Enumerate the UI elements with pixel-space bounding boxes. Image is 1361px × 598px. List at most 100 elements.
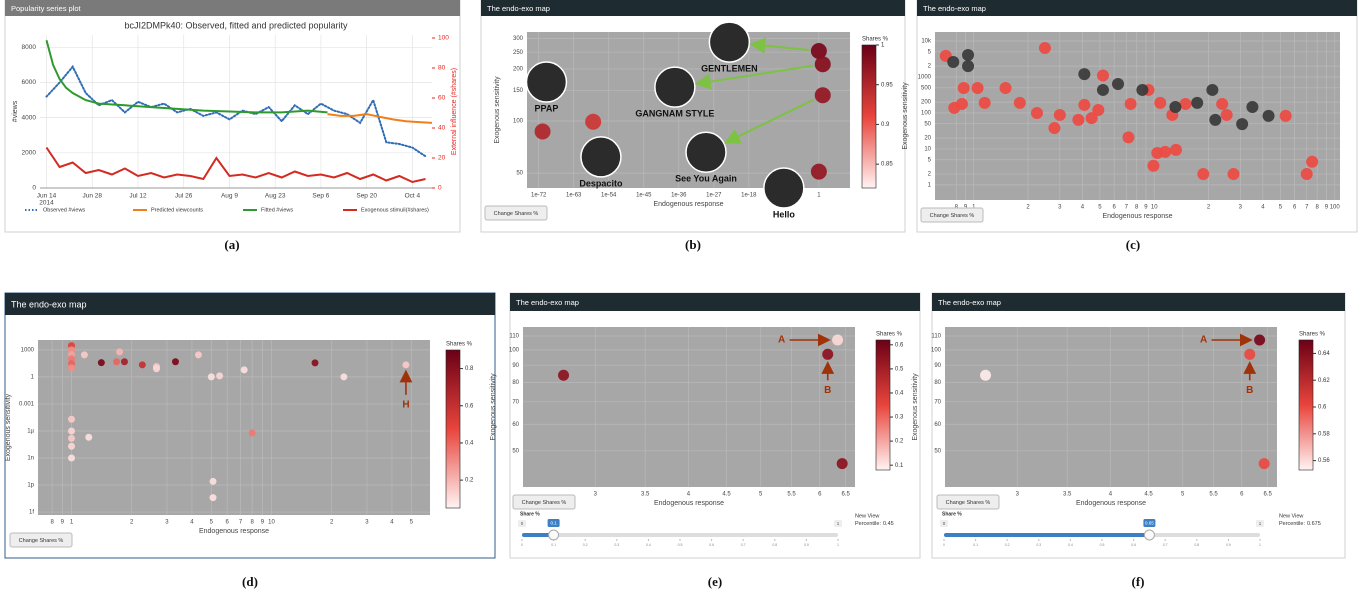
x-tick-label: Sep 6	[312, 193, 329, 200]
series-line	[45, 64, 427, 158]
slider-track	[522, 533, 838, 537]
point	[1085, 112, 1098, 125]
percentile-title: New View	[855, 513, 879, 519]
y-tick-label: 8000	[22, 44, 37, 51]
point	[810, 42, 827, 59]
panel-header	[917, 0, 1357, 16]
point	[822, 348, 834, 360]
panel-title: The endo-exo map	[923, 4, 986, 13]
y-tick-label: 2000	[22, 150, 37, 157]
change-shares-button-label[interactable]: Change Shares %	[930, 213, 975, 219]
x-tick-label: Jul 26	[175, 193, 193, 200]
y-tick-label: 100	[931, 347, 942, 353]
percentile-value: 0.675	[1307, 521, 1321, 527]
slider-tick-label: 0.8	[772, 543, 777, 547]
x-tick-label: 4.5	[722, 492, 731, 498]
x-tick-label: 3	[365, 520, 369, 526]
colorbar-tick-label: 0.95	[881, 82, 893, 88]
point	[1227, 168, 1240, 181]
x-tick-label: Aug 23	[265, 193, 286, 200]
point	[171, 358, 179, 366]
y-axis-label: Exogenous sensitivity	[5, 393, 12, 461]
colorbar-tick-label: 0.58	[1318, 431, 1330, 437]
slider-tick-label: 0.2	[583, 543, 588, 547]
point	[209, 477, 217, 485]
point	[248, 429, 256, 437]
point	[558, 369, 570, 381]
x-tick-label: 4	[390, 520, 394, 526]
change-shares-button[interactable]	[512, 494, 576, 510]
point	[194, 351, 202, 359]
change-shares-button[interactable]	[484, 205, 548, 221]
point	[947, 56, 960, 69]
percentile-value: 0.45	[883, 521, 894, 527]
point	[138, 361, 146, 369]
colorbar-title: Shares %	[446, 342, 473, 348]
x-tick-label: Aug 9	[221, 193, 238, 200]
point	[1300, 168, 1313, 181]
point	[1279, 109, 1292, 122]
change-shares-button-label[interactable]: Change Shares %	[494, 211, 539, 217]
x-tick-label: 4.5	[1144, 492, 1153, 498]
colorbar	[861, 44, 877, 189]
y-axis-label: Exogenous sensitivity	[902, 82, 909, 150]
x-tick-label: 5	[1098, 205, 1102, 211]
y-tick-label: 10	[924, 146, 931, 152]
x-axis-label: Endogenous response	[1076, 500, 1146, 507]
change-shares-button-label[interactable]: Change Shares %	[522, 500, 567, 506]
x-tick-label: 7	[1125, 205, 1129, 211]
panel-header	[932, 293, 1345, 311]
x-tick-year: 2014	[39, 200, 54, 207]
point	[216, 372, 224, 380]
colorbar-tick-label: 0.6	[465, 403, 474, 409]
change-shares-button-label[interactable]: Change Shares %	[19, 538, 64, 544]
point	[1209, 113, 1222, 126]
panel-title: Popularity series plot	[11, 4, 82, 13]
slider-handle[interactable]	[548, 529, 560, 541]
point	[1236, 118, 1249, 131]
caption: (b)	[685, 237, 701, 252]
x-tick-label: 4	[1081, 205, 1085, 211]
plot-background	[935, 32, 1340, 200]
colorbar-tick-label: 0.9	[881, 122, 890, 128]
x-tick-label: 1e-45	[636, 193, 652, 199]
slider-tick-label: 0.1	[973, 543, 978, 547]
colorbar-tick-label: 0.3	[895, 415, 904, 421]
slider-max-label: 1	[1259, 521, 1262, 526]
change-shares-button-label[interactable]: Change Shares %	[946, 500, 991, 506]
point	[97, 359, 105, 367]
change-shares-button[interactable]	[9, 532, 73, 548]
slider-handle[interactable]	[1143, 529, 1155, 541]
change-shares-button[interactable]	[920, 207, 984, 223]
colorbar-tick-label: 0.85	[881, 162, 893, 168]
slider-min-box	[940, 520, 948, 527]
slider-tick-label: 0.3	[1036, 543, 1041, 547]
point	[1191, 96, 1204, 109]
x-tick-label: 9	[261, 520, 265, 526]
y-tick-label: 10k	[921, 39, 932, 45]
annotation: H	[402, 399, 409, 410]
point	[85, 433, 93, 441]
x-tick-label: 4	[687, 492, 691, 498]
point	[1038, 41, 1051, 54]
y-tick-label: 200	[921, 100, 932, 106]
x-tick-label: 9	[1325, 205, 1329, 211]
x-tick-label: 3	[1058, 205, 1062, 211]
panel-header	[510, 293, 920, 311]
video-label: GENTLEMEN	[701, 63, 758, 73]
point	[311, 359, 319, 367]
change-shares-button[interactable]	[936, 494, 1000, 510]
video-label: GANGNAM STYLE	[635, 108, 714, 118]
point	[80, 351, 88, 359]
colorbar-title: Shares %	[862, 37, 889, 43]
x-tick-label: 3.5	[1063, 492, 1072, 498]
video-label: Hello	[773, 209, 796, 219]
video-thumbnail	[708, 21, 751, 63]
y-tick-label: 70	[934, 399, 941, 405]
x-tick-label: 8	[1135, 205, 1139, 211]
colorbar	[1298, 339, 1314, 471]
legend-label: Predicted viewcounts	[151, 207, 203, 213]
point	[814, 87, 831, 104]
x-tick-label: 10	[1151, 205, 1158, 211]
